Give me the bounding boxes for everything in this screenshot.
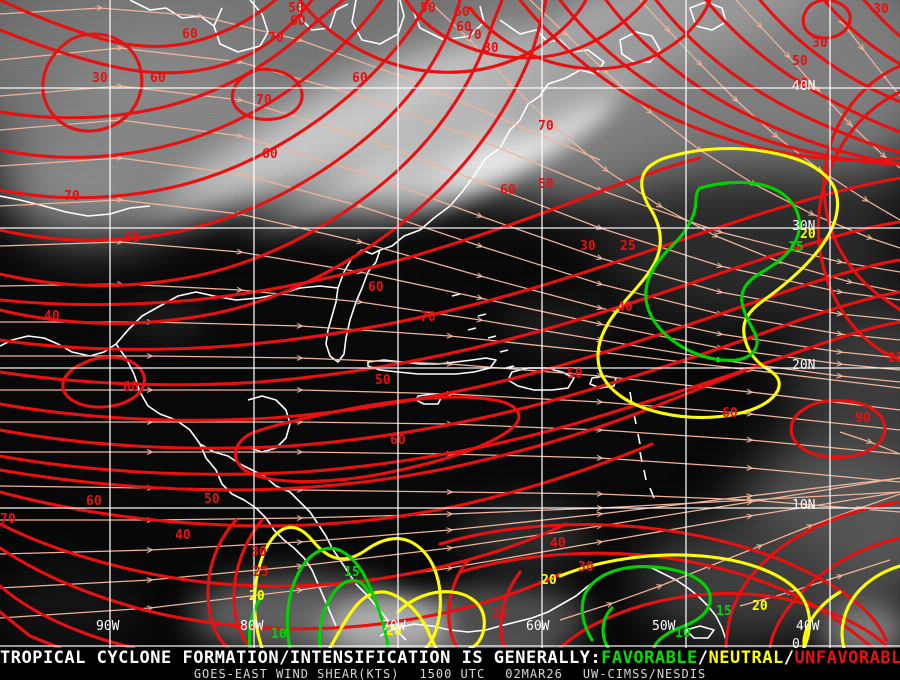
- contour-label: 70: [420, 310, 436, 325]
- contour-label: 60: [352, 71, 368, 86]
- contour-label: 40: [175, 528, 191, 543]
- contour-label: 70: [268, 31, 284, 46]
- contour-label: 10: [675, 626, 691, 641]
- contour-label: 40: [550, 536, 566, 551]
- contour-label: 30: [873, 2, 889, 17]
- subtitle: GOES-EAST WIND SHEAR(KTS) 1500 UTC 02MAR26…: [0, 667, 900, 680]
- subtitle-time: 1500 UTC: [419, 667, 486, 680]
- contour-label: 30: [92, 71, 108, 86]
- contour-label: 60: [150, 71, 166, 86]
- contour-label: 25: [253, 565, 269, 580]
- contour-label: 70: [256, 93, 272, 108]
- contour-label: 50: [375, 373, 391, 388]
- graticule-label: 80W: [240, 619, 264, 634]
- contour-label: 25: [492, 607, 508, 622]
- contour-label: 60: [390, 433, 406, 448]
- contour-label: 70: [0, 512, 16, 527]
- contour-label: 60: [123, 380, 139, 395]
- legend-separator-1: /: [697, 648, 709, 668]
- contour-label: 10: [271, 627, 287, 642]
- contour-label: 60: [182, 27, 198, 42]
- graticule-label: 60W: [526, 619, 550, 634]
- headline-prefix: TROPICAL CYCLONE FORMATION/INTENSIFICATI…: [0, 648, 602, 668]
- subtitle-date: 02MAR26: [505, 667, 563, 680]
- graticule-label: 0: [792, 637, 800, 652]
- contour-label: 25: [793, 77, 809, 92]
- contour-label: 60: [124, 231, 140, 246]
- contour-label: 25: [620, 239, 636, 254]
- contour-label: 50: [792, 54, 808, 69]
- subtitle-product: GOES-EAST WIND SHEAR(KTS): [193, 667, 400, 680]
- contour-label: 30: [812, 36, 828, 51]
- contour-label: 15: [716, 604, 732, 619]
- contour-label: 60: [262, 147, 278, 162]
- contour-label: 30: [578, 560, 594, 575]
- coastlines: [0, 0, 727, 641]
- legend-unfavorable: UNFAVORABLE: [794, 648, 900, 668]
- graticule-label: 70W: [382, 619, 406, 634]
- contour-label: 20: [541, 573, 557, 588]
- contour-label: 20: [800, 227, 816, 242]
- contour-label: 40: [617, 300, 633, 315]
- contour-label: 20: [752, 599, 768, 614]
- contour-label: 50: [288, 1, 304, 16]
- contour-label: 50: [420, 1, 436, 16]
- contour-label: 80: [483, 41, 499, 56]
- contour-label: 60: [454, 5, 470, 20]
- contours-high-shear: [0, 0, 900, 648]
- graticule-label: 40N: [792, 79, 816, 94]
- contour-label: 20: [386, 624, 402, 639]
- graticule-label: 90W: [96, 619, 120, 634]
- contour-label: 60: [368, 280, 384, 295]
- contour-label: 70: [466, 28, 482, 43]
- contour-label: 15: [344, 565, 360, 580]
- caption-bar: TROPICAL CYCLONE FORMATION/INTENSIFICATI…: [0, 648, 900, 680]
- contour-label: 90: [855, 411, 871, 426]
- legend-separator-2: /: [783, 648, 795, 668]
- headline: TROPICAL CYCLONE FORMATION/INTENSIFICATI…: [0, 648, 900, 668]
- contour-label: 50: [538, 177, 554, 192]
- contour-label: 50: [567, 367, 583, 382]
- contour-label: 40: [44, 309, 60, 324]
- contour-label: 25: [888, 351, 900, 366]
- graticule-label: 40W: [796, 619, 820, 634]
- contour-label: 30: [580, 239, 596, 254]
- legend-neutral: NEUTRAL: [708, 648, 784, 668]
- contour-label: 20: [249, 589, 265, 604]
- contour-label: 60: [722, 406, 738, 421]
- contours-favorable-shear: [247, 180, 801, 648]
- contour-label: 15: [788, 240, 804, 255]
- contour-label: 60: [500, 183, 516, 198]
- graticule-label: 30N: [792, 219, 816, 234]
- contour-label: 50: [204, 492, 220, 507]
- subtitle-source: UW-CIMSS/NESDIS: [582, 667, 707, 680]
- analysis-overlay: [0, 0, 900, 648]
- graticule: [0, 0, 900, 648]
- contour-label: 60: [86, 494, 102, 509]
- contours-neutral-shear: [252, 146, 900, 648]
- legend-favorable: FAVORABLE: [601, 648, 698, 668]
- contour-label: 70: [538, 119, 554, 134]
- contour-label: 30: [251, 545, 267, 560]
- contour-label: 60: [456, 20, 472, 35]
- contour-label: 70: [64, 189, 80, 204]
- graticule-label: 20N: [792, 358, 816, 373]
- graticule-label: 50W: [652, 619, 676, 634]
- contour-label: 60: [290, 14, 306, 29]
- graticule-label: 10N: [792, 498, 816, 513]
